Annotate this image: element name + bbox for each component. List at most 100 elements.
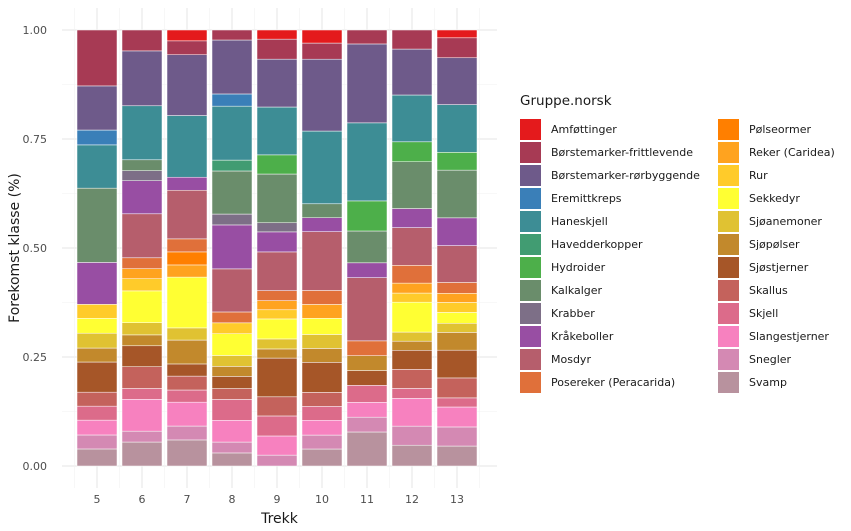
bar-segment xyxy=(256,348,298,359)
bar-segment xyxy=(391,161,433,209)
bar-segment xyxy=(346,277,388,342)
bar-segment xyxy=(211,224,253,270)
bar-segment xyxy=(301,318,343,335)
legend-label: Sekkedyr xyxy=(749,192,800,205)
bar-segment xyxy=(76,304,118,319)
legend-swatch xyxy=(718,326,739,347)
bar-segment xyxy=(121,29,163,52)
bar-segment xyxy=(121,105,163,161)
bar-segment xyxy=(76,144,118,189)
legend-swatch xyxy=(520,326,541,347)
bar-segment xyxy=(436,312,478,324)
legend-label: Kalkalger xyxy=(551,284,603,297)
bar-segment xyxy=(391,444,433,467)
legend-swatch xyxy=(718,349,739,370)
bar-segment xyxy=(121,388,163,400)
legend-swatch xyxy=(718,165,739,186)
bar-segment xyxy=(301,42,343,60)
legend-column: Amføttinger Børstemarker-frittlevende Børs… xyxy=(520,118,718,394)
bar-segment xyxy=(256,435,298,456)
bar-segment xyxy=(301,448,343,467)
bar-segment xyxy=(166,327,208,341)
bar-segment xyxy=(391,292,433,303)
legend-item: Skallus xyxy=(718,279,851,302)
bar-segment xyxy=(346,370,388,386)
legend-item: Posereker (Peracarida) xyxy=(520,371,718,394)
legend-item: Krabber xyxy=(520,302,718,325)
legend-item: Hydroider xyxy=(520,256,718,279)
legend-label: Hydroider xyxy=(551,261,606,274)
bar-segment xyxy=(436,169,478,219)
bar-segment xyxy=(256,173,298,224)
bar-segment xyxy=(166,189,208,240)
legend-label: Rur xyxy=(749,169,768,182)
bar-segment xyxy=(166,264,208,278)
bar-segment xyxy=(166,439,208,467)
bar-segment xyxy=(301,217,343,232)
bar-segment xyxy=(391,227,433,266)
bar-segment xyxy=(436,293,478,303)
x-tick-label: 7 xyxy=(184,493,191,506)
bar-segment xyxy=(121,50,163,107)
bar-segment xyxy=(121,322,163,336)
y-tick-label: 0.50 xyxy=(23,242,48,255)
bar-segment xyxy=(256,318,298,340)
bar-segment xyxy=(301,231,343,291)
legend-label: Posereker (Peracarida) xyxy=(551,376,676,389)
bar-segment xyxy=(391,208,433,228)
bar-segment xyxy=(391,141,433,163)
legend-swatch xyxy=(520,349,541,370)
bar-segment xyxy=(76,448,118,467)
bar-segment xyxy=(301,29,343,44)
x-tick-label: 11 xyxy=(360,493,374,506)
bar-segment xyxy=(166,389,208,403)
bar-segment xyxy=(121,268,163,279)
bar-segment xyxy=(346,262,388,278)
legend-item: Slangestjerner xyxy=(718,325,851,348)
bar-segment xyxy=(436,302,478,313)
bar-segment xyxy=(121,366,163,389)
bar-segment xyxy=(211,441,253,454)
legend-label: Sjøstjerner xyxy=(749,261,809,274)
legend-label: Amføttinger xyxy=(551,123,617,136)
legend-swatch xyxy=(520,280,541,301)
legend-item: Kalkalger xyxy=(520,279,718,302)
legend-item: Reker (Caridea) xyxy=(718,141,851,164)
legend-title: Gruppe.norsk xyxy=(520,93,612,109)
legend-label: Kråkeboller xyxy=(551,330,614,343)
bar-segment xyxy=(256,106,298,156)
bar-segment xyxy=(436,29,478,39)
x-tick-label: 10 xyxy=(315,493,329,506)
bar-segment xyxy=(256,29,298,40)
bar-segment xyxy=(256,58,298,108)
x-tick-label: 5 xyxy=(94,493,101,506)
y-tick-label: 1.00 xyxy=(23,24,48,37)
legend-label: Børstemarker-frittlevende xyxy=(551,146,694,159)
bar-segment xyxy=(301,130,343,205)
legend-item: Snegler xyxy=(718,348,851,371)
legend-swatch xyxy=(718,142,739,163)
bar-segment xyxy=(76,187,118,263)
legend-item: Kråkeboller xyxy=(520,325,718,348)
legend-label: Slangestjerner xyxy=(749,330,829,343)
bar-segment xyxy=(121,170,163,181)
bar-segment xyxy=(76,361,118,393)
legend-item: Eremittkreps xyxy=(520,187,718,210)
bar-segment xyxy=(211,420,253,443)
bar-segment xyxy=(76,29,118,87)
bar-segment xyxy=(346,431,388,467)
legend-columns: Amføttinger Børstemarker-frittlevende Børs… xyxy=(520,118,851,394)
bar-segment xyxy=(121,290,163,323)
bar-segment xyxy=(391,94,433,143)
legend-item: Svamp xyxy=(718,371,851,394)
x-tick-label: 12 xyxy=(405,493,419,506)
bar-segment xyxy=(436,426,478,447)
bar-segment xyxy=(121,278,163,292)
bar-segment xyxy=(346,43,388,124)
bar-segment xyxy=(301,203,343,218)
legend-item: Mosdyr xyxy=(520,348,718,371)
bar-segment xyxy=(76,129,118,146)
bar-segment xyxy=(76,85,118,131)
bar-segment xyxy=(436,377,478,399)
bar-segment xyxy=(391,388,433,399)
